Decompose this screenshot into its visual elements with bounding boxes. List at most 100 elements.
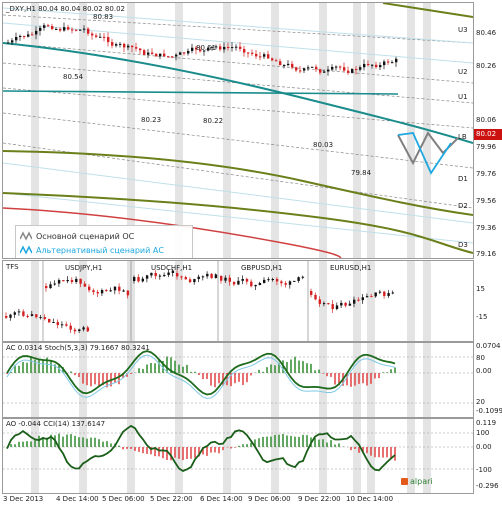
candle-body [95, 35, 98, 37]
candle-body [67, 27, 70, 30]
candle-body [335, 66, 338, 68]
brand-logo: alpari [401, 477, 433, 486]
candle-body [135, 47, 138, 49]
candle-body [214, 274, 218, 279]
candle-body [151, 52, 154, 54]
time-tick: 5 Dec 06:00 [102, 495, 145, 503]
candle-body [307, 67, 310, 69]
olive-low-line [3, 192, 473, 254]
main-price-axis: 80.46 80.26 80.06 79.96 79.76 79.56 79.3… [474, 2, 502, 258]
candle-body [9, 314, 12, 318]
session-stripe [319, 419, 327, 493]
candle-body [158, 275, 162, 277]
zigzag-blue-icon [20, 245, 32, 255]
tfs-axis: 15 -15 [474, 260, 502, 340]
legend-base-label: Основной сценарий ОС [36, 231, 135, 241]
candle-body [26, 315, 29, 317]
ac-stoch-chart [3, 343, 473, 417]
candle-body [283, 65, 286, 67]
candle-body [291, 63, 294, 68]
candle-body [387, 293, 390, 296]
candle-body [100, 290, 104, 294]
candle-body [137, 277, 140, 282]
main-price-panel[interactable]: _DXY,H1 80.04 80.04 80.02 80.02 80.83 80… [2, 2, 474, 259]
candle-body [103, 36, 106, 38]
candle-body [35, 314, 38, 318]
candle-body [109, 290, 112, 292]
candle-body [62, 280, 65, 282]
session-stripe [367, 419, 375, 493]
price-label: 80.61 [196, 44, 217, 52]
candle-body [206, 273, 209, 277]
candle-body [65, 324, 68, 326]
candle-body [179, 52, 182, 55]
candle-body [53, 283, 56, 285]
session-stripe [353, 3, 361, 258]
candle-body [79, 278, 82, 284]
axis-tick: 79.76 [476, 170, 497, 178]
candle-body [391, 62, 394, 64]
candle-body [367, 63, 370, 66]
candle-body [143, 50, 146, 55]
session-stripe [271, 419, 279, 493]
alpari-logo-icon [401, 478, 408, 485]
candle-body [383, 61, 386, 66]
level-u1: U1 [458, 93, 468, 101]
candle-body [344, 302, 347, 306]
session-stripe [175, 3, 183, 258]
candle-body [180, 276, 183, 278]
candle-body [123, 43, 126, 48]
time-tick: 6 Dec 14:00 [200, 495, 243, 503]
axis-tick: 0.00 [476, 367, 492, 375]
time-axis: 3 Dec 2013 4 Dec 14:00 5 Dec 06:00 5 Dec… [2, 493, 472, 509]
candle-body [263, 279, 266, 284]
session-stripe [223, 3, 231, 258]
candle-body [127, 45, 130, 48]
candle-body [23, 35, 26, 37]
candle-body [254, 285, 257, 287]
candle-body [295, 67, 298, 71]
candle-body [47, 25, 50, 27]
candle-body [188, 279, 192, 283]
ao-cci-chart [3, 419, 473, 493]
channel-line [3, 42, 473, 84]
time-tick: 9 Dec 06:00 [248, 495, 291, 503]
candle-body [235, 46, 238, 48]
ac-stoch-panel[interactable]: AC 0.0314 Stoch(5,3,3) 79.1667 80.3241 [2, 342, 474, 418]
olive-upper-line [382, 3, 473, 18]
tfs-panel[interactable]: TFS USDJPY,H1 USDCHF,H1 GBPUSD,H1 EURUSD… [2, 260, 474, 342]
session-stripe [79, 261, 87, 341]
candle-body [243, 48, 246, 53]
candle-body [267, 279, 270, 281]
legend-alt-label: Альтернативный сценарий АС [36, 245, 164, 255]
axis-tick: 80.46 [476, 29, 497, 37]
cci-line [6, 424, 396, 472]
session-stripe [31, 261, 39, 341]
candle-body [299, 70, 302, 72]
candle-body [171, 56, 174, 58]
candle-body [210, 273, 213, 279]
candle-body [224, 277, 227, 281]
candle-body [363, 63, 366, 68]
candle-body [163, 53, 166, 57]
candle-body [78, 329, 81, 331]
candle-body [139, 48, 142, 51]
ao-cci-panel[interactable]: AO -0.044 CCI(14) 137.6147 alpari [2, 418, 474, 494]
band-line [3, 7, 473, 44]
candle-body [227, 46, 230, 48]
session-stripe [79, 3, 87, 258]
session-stripe [31, 343, 39, 417]
candle-body [30, 314, 34, 316]
candle-body [71, 29, 74, 31]
candle-body [315, 66, 318, 70]
candle-body [113, 286, 117, 291]
candle-body [371, 64, 374, 66]
level-u2: U2 [458, 68, 468, 76]
candle-body [141, 278, 144, 282]
candle-body [87, 28, 90, 34]
candle-body [155, 53, 158, 57]
session-stripe [407, 419, 415, 493]
candle-body [201, 276, 205, 278]
candle-body [327, 303, 330, 305]
stoch-main-line [6, 350, 396, 396]
